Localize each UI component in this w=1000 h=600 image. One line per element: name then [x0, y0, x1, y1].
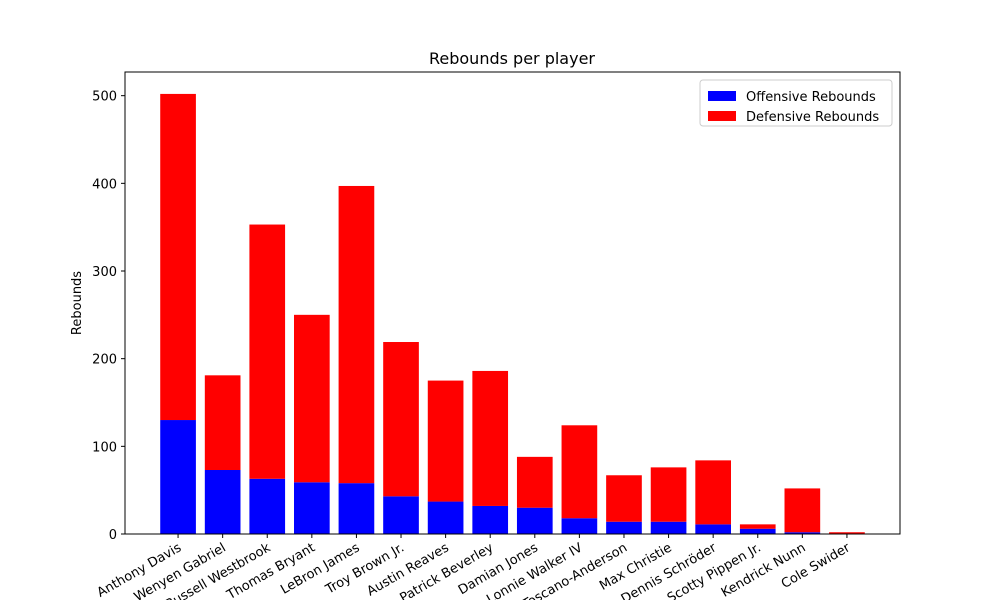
bar-segment — [739, 524, 776, 529]
y-tick-label: 300 — [92, 265, 117, 280]
legend-box — [699, 79, 893, 127]
bar-segment — [383, 342, 419, 497]
bar-segment — [383, 496, 419, 534]
y-tick-label: 200 — [92, 353, 117, 368]
bar-segment — [204, 375, 241, 471]
bar-segment — [294, 314, 330, 483]
bar-segment — [606, 475, 642, 522]
bar-segment — [695, 460, 731, 525]
y-tick-label: 0 — [109, 528, 117, 543]
bar-segment — [739, 528, 776, 534]
bar-segment — [561, 518, 598, 534]
chart-title: Rebounds per player — [429, 49, 595, 68]
bar-segment — [516, 507, 553, 534]
bar-segment — [829, 532, 865, 534]
bar-segment — [561, 425, 598, 519]
bar-segment — [784, 488, 821, 533]
legend-label: Offensive Rebounds — [746, 90, 876, 105]
bar-segment — [294, 482, 330, 534]
bar-segment — [516, 456, 553, 508]
bar-segment — [606, 521, 642, 534]
bar-segment — [160, 93, 196, 421]
y-tick-label: 400 — [92, 177, 117, 192]
bar-segment — [695, 524, 731, 534]
bar-segment — [650, 467, 687, 522]
y-tick-label: 500 — [92, 90, 117, 105]
bar-segment — [160, 420, 196, 534]
bar-segment — [427, 380, 464, 502]
bar-segment — [472, 370, 509, 506]
bar-segment — [650, 521, 687, 534]
y-axis-label: Rebounds — [70, 271, 85, 335]
bar-segment — [472, 505, 509, 534]
bar-segment — [204, 470, 241, 534]
bar-segment — [427, 501, 464, 534]
bar-segment — [784, 532, 821, 534]
bar-segment — [249, 478, 286, 534]
y-tick-label: 100 — [92, 440, 117, 455]
bar-segment — [338, 185, 375, 484]
bar-segment — [249, 224, 286, 479]
bar-segment — [338, 483, 375, 534]
legend-swatch — [708, 91, 736, 101]
legend-label: Defensive Rebounds — [746, 110, 879, 125]
plot-frame — [124, 71, 901, 535]
legend-swatch — [708, 111, 736, 121]
